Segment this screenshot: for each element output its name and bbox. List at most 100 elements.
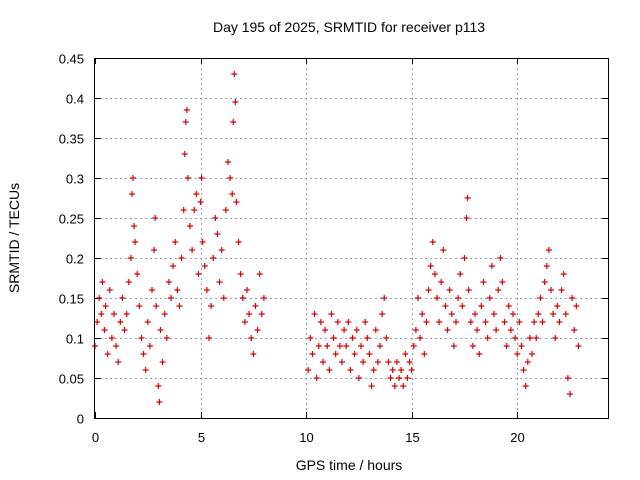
data-point xyxy=(486,295,493,301)
data-point xyxy=(214,231,221,237)
data-point xyxy=(180,207,187,213)
data-point xyxy=(493,327,500,333)
data-point xyxy=(550,311,557,317)
data-point xyxy=(246,311,253,317)
data-point xyxy=(339,359,345,365)
data-point xyxy=(505,303,512,309)
data-point xyxy=(569,295,576,301)
data-point xyxy=(537,295,544,301)
data-point xyxy=(497,255,504,261)
data-point xyxy=(210,255,217,261)
data-point xyxy=(101,327,108,333)
data-point xyxy=(178,255,185,261)
data-point xyxy=(108,335,115,341)
data-point xyxy=(136,303,143,309)
data-point xyxy=(233,199,240,205)
data-point xyxy=(144,319,151,325)
data-point xyxy=(347,367,354,373)
data-point xyxy=(102,303,109,309)
data-point xyxy=(457,271,464,277)
data-point xyxy=(366,351,373,357)
data-point xyxy=(554,303,561,309)
data-point xyxy=(155,383,162,389)
data-point xyxy=(113,343,120,349)
data-point xyxy=(184,175,191,181)
data-point xyxy=(353,327,360,333)
data-point xyxy=(377,343,383,349)
data-point xyxy=(230,119,237,125)
data-point xyxy=(512,335,519,341)
data-point xyxy=(174,287,181,293)
data-point xyxy=(317,319,324,325)
data-point xyxy=(387,375,394,381)
data-point xyxy=(372,327,379,333)
data-point xyxy=(415,295,421,301)
data-point xyxy=(99,279,106,285)
data-point xyxy=(436,319,443,325)
data-point xyxy=(402,351,409,357)
data-point xyxy=(533,335,540,341)
data-point xyxy=(127,255,134,261)
data-point xyxy=(252,303,259,309)
data-point xyxy=(111,311,117,317)
data-point xyxy=(529,351,535,357)
data-point xyxy=(203,287,210,293)
data-point xyxy=(119,295,126,301)
data-point xyxy=(450,343,457,349)
data-point xyxy=(516,319,523,325)
data-point xyxy=(558,287,565,293)
data-point xyxy=(341,327,348,333)
data-point xyxy=(524,359,531,365)
data-point xyxy=(159,359,166,365)
data-point xyxy=(106,287,113,293)
data-point xyxy=(478,303,485,309)
data-point xyxy=(197,199,204,205)
data-point xyxy=(168,295,174,301)
y-tick-label: 0 xyxy=(77,412,84,427)
data-point xyxy=(396,375,402,381)
data-point xyxy=(256,271,263,277)
data-point xyxy=(153,303,160,309)
data-point xyxy=(444,327,451,333)
data-point xyxy=(201,263,208,269)
data-point xyxy=(216,279,223,285)
data-point xyxy=(313,375,320,381)
y-tick-label: 0.25 xyxy=(59,212,84,227)
data-point xyxy=(355,375,362,381)
data-point xyxy=(198,175,205,181)
data-point xyxy=(227,175,234,181)
data-point xyxy=(248,335,255,341)
data-point xyxy=(467,319,474,325)
data-point xyxy=(434,295,440,301)
data-point xyxy=(170,263,177,269)
data-point xyxy=(419,311,426,317)
axis-ticks: 0 0.05 0.1 0.15 0.2 0.25 0.3 0.35 0.4 0.45 0 5 10 15 2… xyxy=(59,52,608,445)
data-point xyxy=(531,319,538,325)
data-point xyxy=(149,287,155,293)
data-point xyxy=(406,359,413,365)
y-tick-label: 0.1 xyxy=(66,332,84,347)
data-point xyxy=(115,359,122,365)
data-point xyxy=(132,239,139,245)
data-point xyxy=(128,191,135,197)
data-point xyxy=(448,311,455,317)
data-point xyxy=(391,383,398,389)
data-point xyxy=(183,107,190,113)
data-point xyxy=(560,271,567,277)
y-axis-title: SRMTID / TECUs xyxy=(6,183,22,293)
data-point xyxy=(232,99,239,105)
data-point xyxy=(421,351,428,357)
data-point xyxy=(187,223,193,229)
data-point xyxy=(429,239,436,245)
data-point xyxy=(495,287,502,293)
y-tick-label: 0.15 xyxy=(59,292,84,307)
data-point xyxy=(146,343,153,349)
data-point xyxy=(404,375,411,381)
data-point xyxy=(476,351,483,357)
data-point xyxy=(427,263,434,269)
data-point xyxy=(349,335,356,341)
x-tick-label: 5 xyxy=(198,430,205,445)
data-point xyxy=(334,319,341,325)
data-point xyxy=(364,335,371,341)
data-point xyxy=(573,303,580,309)
